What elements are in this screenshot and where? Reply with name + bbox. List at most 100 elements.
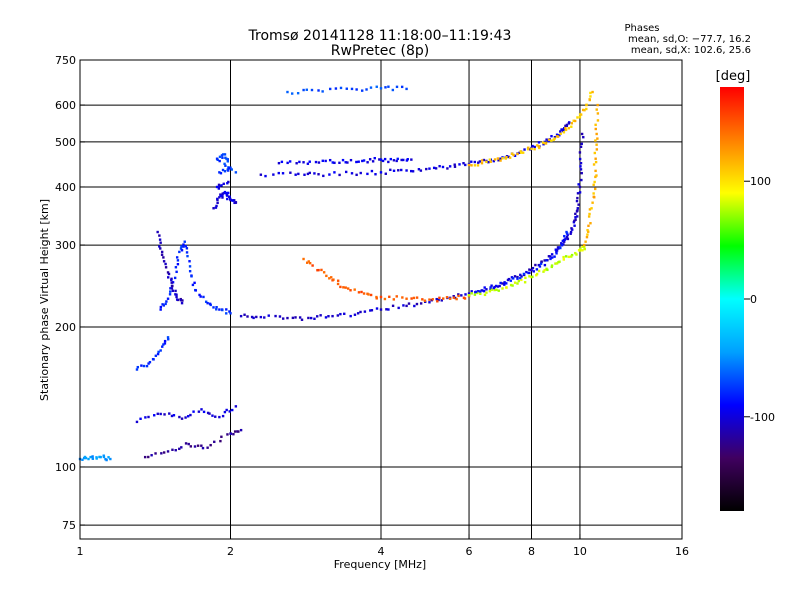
data-point	[595, 132, 598, 136]
data-point	[212, 306, 215, 309]
data-point	[517, 279, 521, 283]
plot-grid	[80, 60, 682, 539]
data-point	[387, 85, 390, 88]
data-point	[233, 199, 236, 202]
data-point	[274, 314, 277, 318]
data-point	[400, 85, 404, 89]
data-point	[288, 160, 292, 163]
data-point	[493, 158, 497, 161]
data-point	[564, 128, 568, 132]
stats-line-x: mean, sd,X: 102.6, 25.6	[631, 45, 751, 56]
data-point	[594, 160, 598, 164]
data-point	[217, 183, 221, 187]
data-point	[309, 316, 313, 320]
data-point	[327, 315, 330, 318]
data-point	[381, 159, 385, 163]
data-point	[431, 298, 434, 301]
data-point	[550, 265, 553, 269]
data-point	[339, 285, 342, 289]
data-point	[81, 458, 84, 461]
data-point	[488, 289, 492, 293]
data-point	[587, 215, 591, 218]
data-point	[220, 154, 224, 157]
data-point	[186, 254, 189, 258]
data-point	[344, 161, 347, 164]
data-point	[546, 268, 549, 272]
data-point	[560, 242, 563, 245]
data-point	[537, 263, 541, 267]
data-point	[578, 191, 582, 194]
data-point	[239, 314, 243, 318]
data-point	[215, 305, 218, 309]
data-points	[78, 85, 600, 462]
data-point	[199, 295, 202, 298]
data-point	[460, 294, 463, 297]
y-tick-label: 300	[55, 239, 76, 252]
data-point	[221, 194, 224, 197]
data-point	[400, 158, 403, 162]
data-point	[509, 279, 513, 282]
data-point	[470, 164, 473, 167]
data-point	[477, 161, 480, 164]
data-point	[578, 116, 582, 119]
data-point	[353, 288, 356, 291]
data-point	[575, 253, 578, 256]
data-point	[198, 293, 201, 297]
data-point	[212, 207, 215, 210]
data-point	[175, 256, 179, 259]
data-point	[220, 184, 223, 187]
data-point	[168, 293, 172, 296]
data-point	[593, 180, 596, 184]
data-point	[263, 316, 266, 319]
data-point	[521, 151, 525, 154]
data-point	[576, 215, 579, 218]
y-tick-labels: 75 100 200 300 400 500 600 750	[55, 54, 85, 532]
data-point	[308, 171, 311, 175]
data-point	[562, 240, 566, 243]
data-point	[259, 173, 263, 176]
data-point	[178, 415, 181, 419]
data-point	[582, 108, 585, 112]
data-point	[277, 161, 281, 165]
data-point	[171, 289, 175, 292]
data-point	[366, 161, 369, 164]
data-point	[359, 310, 362, 314]
data-point	[445, 296, 449, 299]
data-point	[369, 309, 372, 312]
data-point	[473, 164, 477, 167]
data-point	[336, 279, 340, 282]
data-point	[527, 146, 530, 149]
data-point	[192, 410, 195, 413]
y-tick-label: 400	[55, 181, 76, 194]
data-point	[559, 130, 562, 133]
data-point	[564, 255, 568, 258]
data-point	[164, 262, 167, 266]
data-point	[580, 132, 584, 136]
data-point	[405, 87, 408, 91]
data-point	[562, 258, 566, 261]
data-point	[493, 288, 496, 292]
data-point	[298, 160, 301, 164]
data-point	[595, 143, 598, 146]
data-point	[346, 287, 350, 290]
data-point	[109, 457, 112, 461]
data-point	[547, 139, 550, 143]
data-point	[528, 148, 532, 151]
x-tick-label: 16	[675, 545, 689, 558]
data-point	[201, 446, 205, 450]
data-point	[368, 158, 372, 161]
data-point	[189, 413, 192, 417]
colorbar	[720, 87, 744, 511]
data-point	[543, 268, 546, 272]
data-point	[179, 299, 183, 302]
data-point	[586, 228, 589, 232]
data-point	[243, 313, 246, 316]
data-point	[228, 167, 231, 170]
data-point	[578, 185, 582, 189]
data-point	[562, 238, 566, 242]
data-point	[341, 158, 345, 162]
data-point	[200, 444, 203, 447]
data-point	[140, 364, 143, 367]
data-point	[321, 90, 324, 93]
data-point	[547, 138, 551, 141]
